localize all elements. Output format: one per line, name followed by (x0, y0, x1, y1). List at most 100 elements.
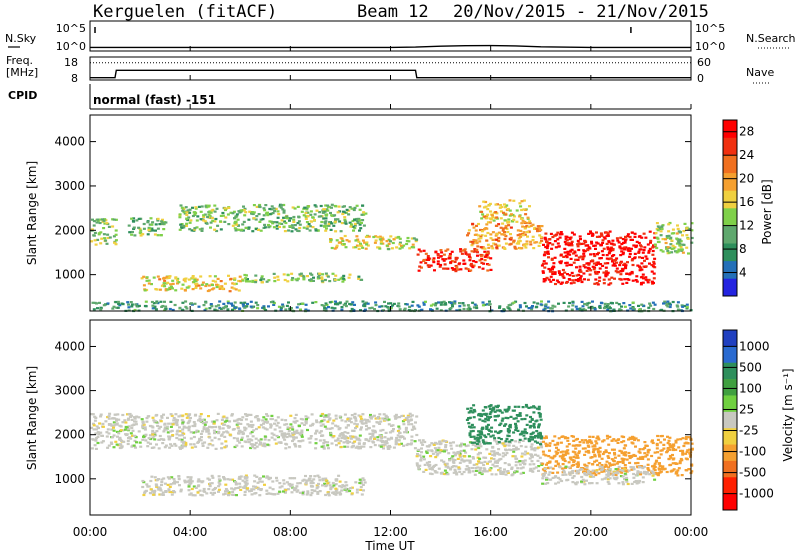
range-cell (232, 488, 236, 491)
range-cell (233, 222, 237, 225)
range-cell (430, 472, 434, 476)
range-cell (575, 266, 578, 269)
range-cell (581, 305, 585, 308)
range-cell (350, 307, 354, 311)
range-cell (105, 435, 109, 438)
range-cell (444, 440, 448, 443)
range-cell (276, 275, 280, 278)
range-cell (663, 300, 667, 303)
range-cell (295, 419, 299, 423)
range-cell (449, 468, 452, 471)
range-cell (472, 260, 476, 263)
range-cell (439, 249, 443, 252)
range-cell (405, 418, 409, 421)
range-cell (511, 455, 515, 458)
range-cell (95, 221, 99, 224)
range-cell (518, 306, 522, 309)
range-cell (90, 426, 94, 429)
range-cell (497, 436, 501, 440)
range-cell (599, 263, 603, 266)
range-cell (667, 230, 671, 233)
date-range: 20/Nov/2015 - 21/Nov/2015 (453, 2, 709, 22)
range-cell (632, 468, 636, 471)
range-cell (218, 427, 222, 430)
range-cell (621, 461, 625, 464)
range-cell (324, 414, 328, 417)
range-cell (193, 302, 197, 305)
range-cell (481, 267, 485, 270)
range-cell (248, 438, 252, 441)
range-cell (404, 417, 408, 420)
range-cell (326, 209, 330, 212)
range-cell (457, 467, 461, 471)
range-cell (466, 304, 470, 307)
range-cell (160, 220, 164, 223)
range-cell (156, 275, 160, 278)
range-cell (459, 268, 463, 271)
range-cell (487, 460, 491, 463)
range-cell (171, 308, 175, 312)
range-cell (566, 452, 570, 455)
range-cell (250, 488, 254, 491)
range-cell (247, 218, 251, 221)
range-cell (543, 437, 547, 440)
range-cell (222, 307, 226, 310)
range-cell (194, 206, 198, 209)
range-cell (307, 437, 311, 440)
range-cell (234, 215, 238, 218)
range-cell (534, 420, 538, 423)
range-cell (303, 206, 307, 209)
range-cell (529, 420, 532, 423)
range-cell (311, 301, 315, 304)
range-cell (685, 307, 689, 310)
range-cell (463, 455, 467, 458)
range-cell (241, 479, 245, 482)
range-cell (593, 254, 597, 258)
range-cell (594, 278, 598, 281)
range-cell (318, 421, 322, 424)
range-cell (101, 425, 105, 428)
range-cell (615, 257, 619, 260)
range-cell (253, 492, 257, 495)
range-cell (219, 214, 223, 217)
range-cell (201, 281, 205, 284)
range-cell (178, 213, 182, 216)
range-cell (93, 239, 97, 242)
range-cell (354, 436, 358, 439)
range-cell (359, 420, 363, 423)
range-cell (665, 451, 669, 454)
range-cell (294, 445, 298, 448)
range-cell (477, 461, 481, 464)
range-cell (263, 223, 267, 226)
range-cell (494, 460, 498, 463)
range-cell (474, 239, 478, 242)
range-cell (606, 469, 610, 472)
range-cell (641, 457, 645, 460)
range-cell (233, 217, 236, 220)
range-cell (425, 451, 429, 454)
y-tick-label: 4000 (54, 135, 85, 149)
range-cell (178, 426, 181, 429)
range-cell (162, 477, 166, 480)
range-cell (104, 239, 108, 242)
range-cell (660, 225, 664, 228)
range-cell (209, 221, 213, 224)
range-cell (504, 473, 508, 476)
range-cell (635, 240, 639, 243)
range-cell (249, 305, 253, 308)
range-cell (525, 432, 529, 435)
range-cell (468, 416, 472, 419)
range-cell (386, 445, 390, 448)
range-cell (362, 442, 366, 445)
range-cell (526, 452, 530, 455)
range-cell (168, 307, 172, 311)
range-cell (624, 466, 628, 469)
range-cell (623, 248, 627, 251)
range-cell (278, 486, 282, 489)
range-cell (205, 430, 209, 433)
range-cell (170, 476, 174, 479)
range-cell (158, 493, 162, 496)
range-cell (607, 258, 611, 261)
range-cell (414, 421, 417, 424)
range-cell (94, 447, 98, 450)
